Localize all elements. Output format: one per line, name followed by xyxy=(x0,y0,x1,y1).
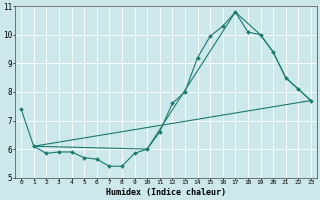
X-axis label: Humidex (Indice chaleur): Humidex (Indice chaleur) xyxy=(106,188,226,197)
